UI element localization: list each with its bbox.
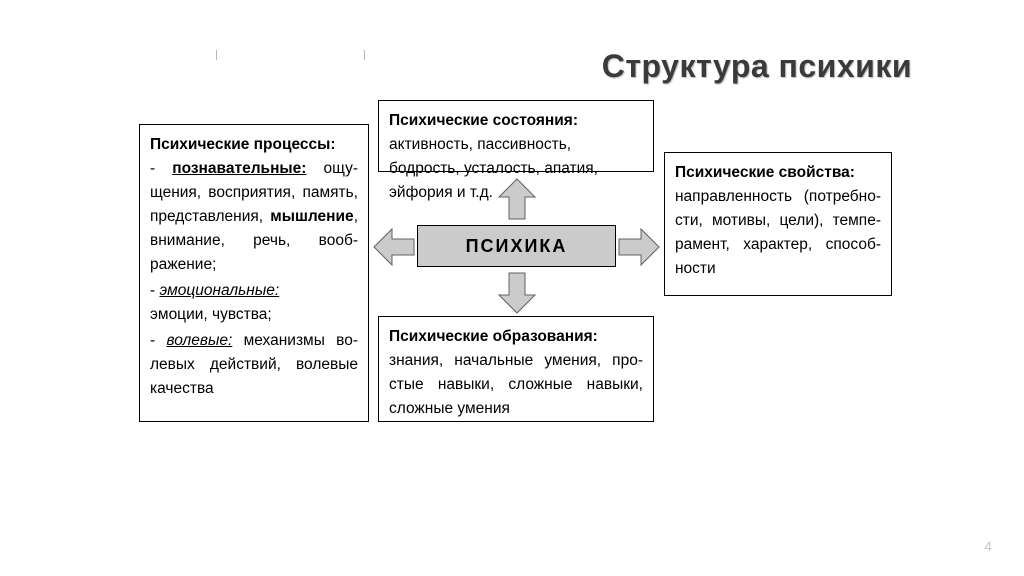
box-states: Психические состояния: активность, пасси…	[378, 100, 654, 172]
box-states-heading: Психические состояния:	[389, 112, 578, 129]
box-processes: Психические процессы: - познавательные: …	[139, 124, 369, 422]
arrow-left-icon	[372, 225, 416, 269]
box-formations-body: знания, начальные умения, про­стые навык…	[389, 352, 643, 417]
arrow-down-icon	[495, 271, 539, 315]
box-properties: Психические свойства: направленность (по…	[664, 152, 892, 296]
box-center-psyche: ПСИХИКА	[417, 225, 616, 267]
box-formations-heading: Психические образования:	[389, 328, 598, 345]
page-number: 4	[984, 538, 992, 554]
tick-mark	[216, 50, 217, 60]
box-processes-heading: Психические процессы:	[150, 133, 358, 157]
box-properties-heading: Психические свойства:	[675, 164, 855, 181]
arrow-up-icon	[495, 177, 539, 221]
box-properties-body: направленность (потребно­сти, мотивы, це…	[675, 188, 881, 277]
box-processes-item-3: - волевые: механизмы во­левых действий, …	[150, 329, 358, 401]
box-formations: Психические образования: знания, начальн…	[378, 316, 654, 422]
slide-title: Структура психики	[602, 48, 912, 85]
box-processes-item-1: - познавательные: ощу­щения, восприятия,…	[150, 157, 358, 277]
arrow-right-icon	[617, 225, 661, 269]
tick-mark	[364, 50, 365, 60]
box-processes-item-2: - эмоциональные: эмоции, чувства;	[150, 279, 358, 327]
box-states-body: активность, пассивность, бодрость, устал…	[389, 136, 598, 201]
